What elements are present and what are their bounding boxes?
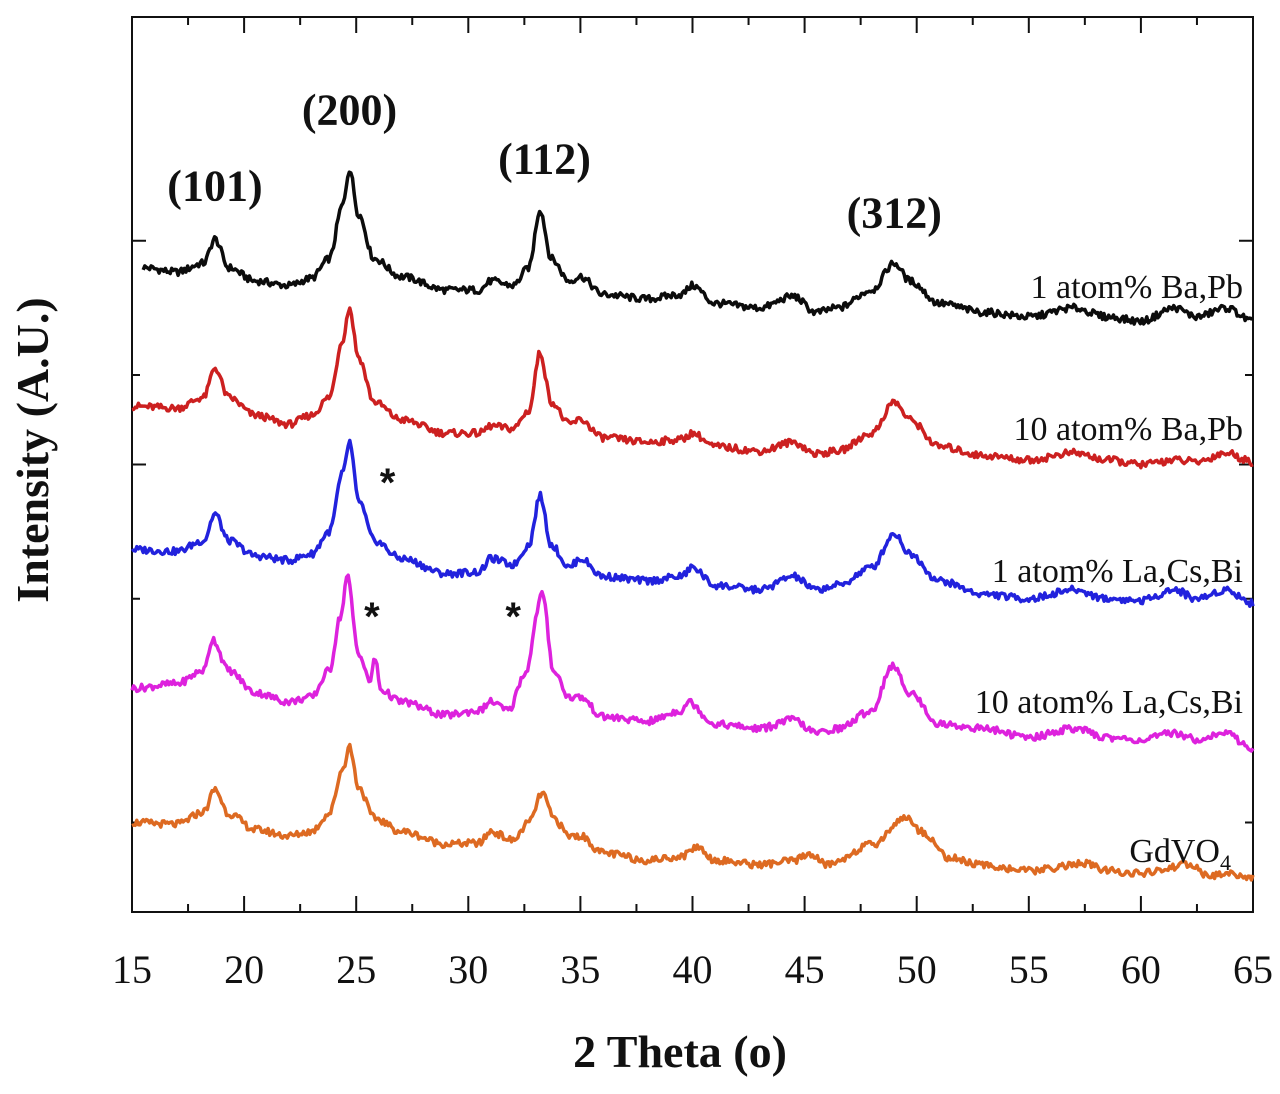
x-tick-label: 50 <box>897 947 937 992</box>
x-axis-title: 2 Theta (o) <box>573 1026 787 1077</box>
x-tick-label: 55 <box>1009 947 1049 992</box>
x-tick-label: 65 <box>1233 947 1273 992</box>
series-line <box>131 306 1254 470</box>
impurity-star: * <box>364 595 380 639</box>
series-label: GdVO4 <box>1129 833 1231 875</box>
peak-label: (200) <box>302 85 397 134</box>
x-tick-label: 25 <box>336 947 376 992</box>
series-line <box>131 438 1255 608</box>
series-line <box>131 742 1255 882</box>
x-tick-label: 15 <box>112 947 152 992</box>
series-layer <box>130 170 1255 882</box>
series-line <box>141 170 1254 326</box>
series-label: 1 atom% La,Cs,Bi <box>992 553 1243 590</box>
peak-label: (112) <box>498 135 591 184</box>
x-tick-label: 35 <box>560 947 600 992</box>
peak-label: (101) <box>167 161 262 210</box>
x-tick-labels: 15 20 25 30 35 40 45 50 55 60 65 <box>112 947 1273 992</box>
x-tick-label: 60 <box>1121 947 1161 992</box>
y-axis-title: Intensity (A.U.) <box>7 297 58 602</box>
x-tick-label: 45 <box>785 947 825 992</box>
series-label: 10 atom% Ba,Pb <box>1014 411 1243 448</box>
impurity-star: * <box>380 461 396 505</box>
x-tick-label: 40 <box>673 947 713 992</box>
annotation-layer: 1 atom% Ba,Pb 10 atom% Ba,Pb 1 atom% La,Cs… <box>167 85 1243 875</box>
peak-label: (312) <box>847 188 942 237</box>
x-tick-label: 30 <box>448 947 488 992</box>
series-line <box>130 573 1255 753</box>
plot-frame <box>131 16 1254 913</box>
x-tick-label: 20 <box>224 947 264 992</box>
impurity-star: * <box>505 595 521 639</box>
series-label: 1 atom% Ba,Pb <box>1031 269 1243 306</box>
series-label: 10 atom% La,Cs,Bi <box>975 684 1243 721</box>
ticks-layer <box>131 17 1254 912</box>
